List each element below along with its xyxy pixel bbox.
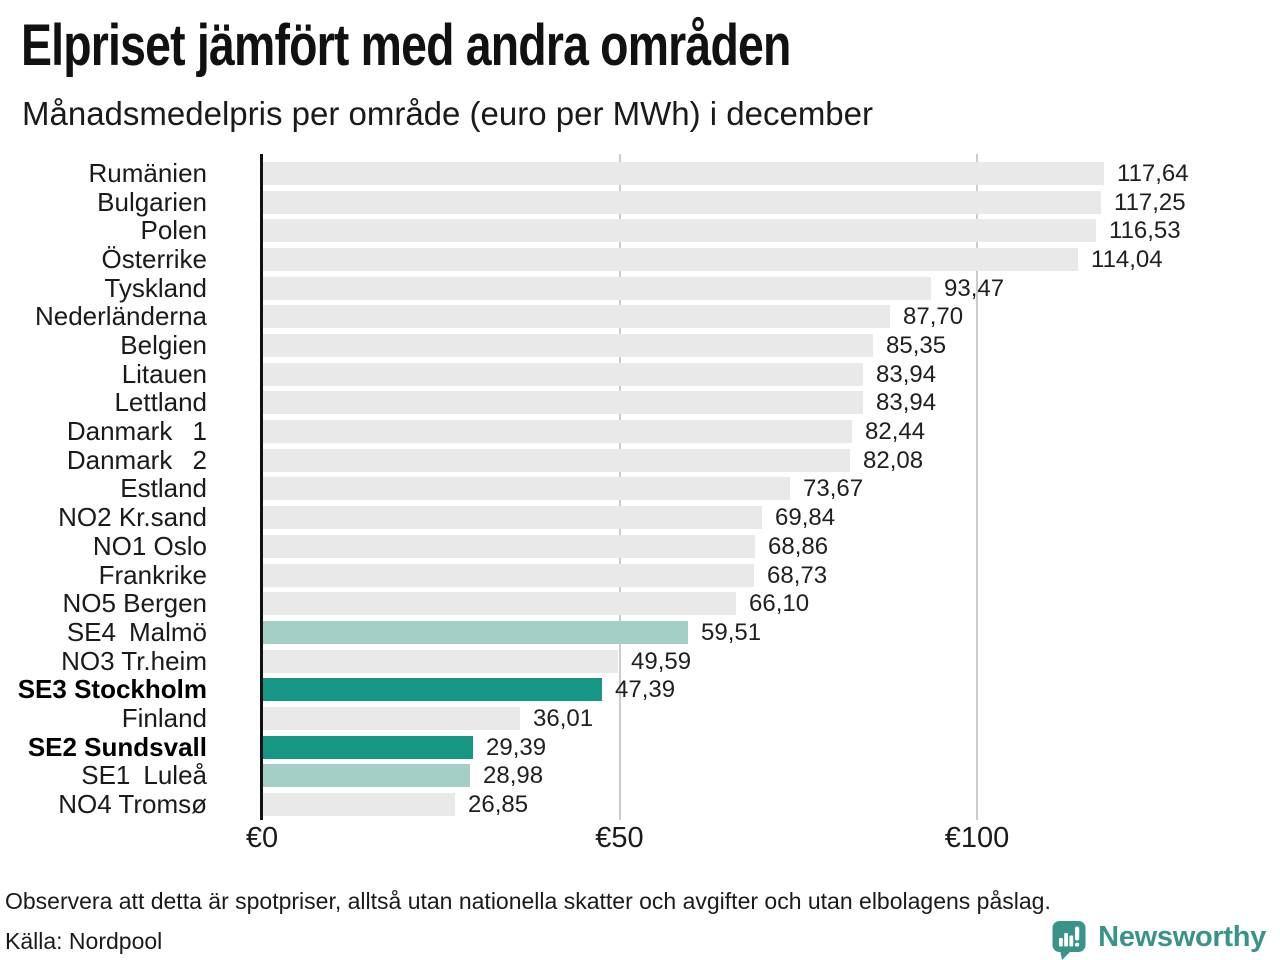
price-bar xyxy=(263,535,755,558)
footnote: Observera att detta är spotpriser, allts… xyxy=(5,888,1051,914)
chart-subtitle: Månadsmedelpris per område (euro per MWh… xyxy=(22,95,874,132)
brand-name: Newsworthy xyxy=(1098,921,1266,953)
chart-title: Elpriset jämfört med andra områden xyxy=(21,13,791,78)
category-label: Danmark 1 xyxy=(66,416,207,446)
value-label: 69,84 xyxy=(775,504,836,531)
category-label: Belgien xyxy=(120,330,207,360)
price-bar xyxy=(263,420,852,443)
x-axis-tick-label: €0 xyxy=(245,822,279,854)
category-label: NO5 Bergen xyxy=(62,588,207,618)
value-label: 68,73 xyxy=(767,562,828,589)
price-bar xyxy=(263,650,618,673)
price-bar xyxy=(263,678,602,701)
category-label: Litauen xyxy=(121,359,207,389)
category-label: NO2 Kr.sand xyxy=(58,502,207,532)
category-label: Polen xyxy=(140,215,208,245)
price-bar xyxy=(263,764,470,787)
price-bar xyxy=(263,191,1101,214)
value-label: 83,94 xyxy=(876,361,937,388)
category-label: Tyskland xyxy=(104,273,207,303)
x-axis-tick-label: €50 xyxy=(595,822,644,854)
value-label: 117,64 xyxy=(1117,160,1189,187)
value-label: 83,94 xyxy=(876,389,937,416)
category-label: Estland xyxy=(120,473,207,503)
category-label: NO1 Oslo xyxy=(92,531,207,561)
value-label: 82,44 xyxy=(865,418,926,445)
price-bar xyxy=(263,162,1104,185)
category-label: SE2 Sundsvall xyxy=(27,732,207,762)
price-bar xyxy=(263,277,931,300)
newsworthy-logo-icon xyxy=(1052,921,1086,960)
x-axis-tick-label: €100 xyxy=(944,822,1010,854)
value-label: 26,85 xyxy=(468,791,529,818)
value-label: 87,70 xyxy=(903,303,964,330)
price-bar xyxy=(263,334,873,357)
price-bar xyxy=(263,248,1078,271)
value-label: 49,59 xyxy=(631,648,692,675)
category-label: Finland xyxy=(121,703,207,733)
price-bar xyxy=(263,506,762,529)
category-label: Lettland xyxy=(114,387,207,417)
category-label: NO3 Tr.heim xyxy=(61,646,207,676)
price-bar xyxy=(263,305,890,328)
price-bar xyxy=(263,592,736,615)
value-label: 47,39 xyxy=(615,676,676,703)
price-bar xyxy=(263,736,473,759)
price-bar xyxy=(263,449,850,472)
value-label: 117,25 xyxy=(1114,189,1186,216)
value-label: 85,35 xyxy=(886,332,947,359)
value-label: 82,08 xyxy=(863,447,924,474)
value-label: 116,53 xyxy=(1109,217,1181,244)
value-label: 36,01 xyxy=(533,705,594,732)
price-bar xyxy=(263,363,863,386)
value-label: 29,39 xyxy=(486,734,547,761)
value-label: 66,10 xyxy=(749,590,810,617)
price-bar xyxy=(263,707,520,730)
value-label: 93,47 xyxy=(944,275,1005,302)
category-label: Nederländerna xyxy=(34,301,207,331)
price-bar xyxy=(263,219,1096,242)
gridline xyxy=(976,154,978,820)
category-label: Frankrike xyxy=(98,560,207,590)
source-credit: Källa: Nordpool xyxy=(5,928,163,954)
category-label: Österrike xyxy=(101,244,207,274)
value-label: 28,98 xyxy=(483,762,544,789)
category-label: SE1 Luleå xyxy=(81,760,207,790)
value-label: 114,04 xyxy=(1091,246,1163,273)
category-label: Rumänien xyxy=(88,158,207,188)
value-label: 68,86 xyxy=(768,533,829,560)
price-bar xyxy=(263,564,754,587)
price-bar xyxy=(263,793,455,816)
price-bar xyxy=(263,391,863,414)
value-label: 59,51 xyxy=(701,619,762,646)
price-bar xyxy=(263,477,790,500)
category-label: SE3 Stockholm xyxy=(17,674,207,704)
category-label: Danmark 2 xyxy=(66,445,207,475)
category-label: SE4 Malmö xyxy=(66,617,207,647)
category-label: NO4 Tromsø xyxy=(58,789,207,819)
y-axis-line xyxy=(260,154,263,820)
category-label: Bulgarien xyxy=(97,187,207,217)
price-bar xyxy=(263,621,688,644)
value-label: 73,67 xyxy=(803,475,864,502)
newsworthy-brand: Newsworthy xyxy=(1051,920,1266,960)
